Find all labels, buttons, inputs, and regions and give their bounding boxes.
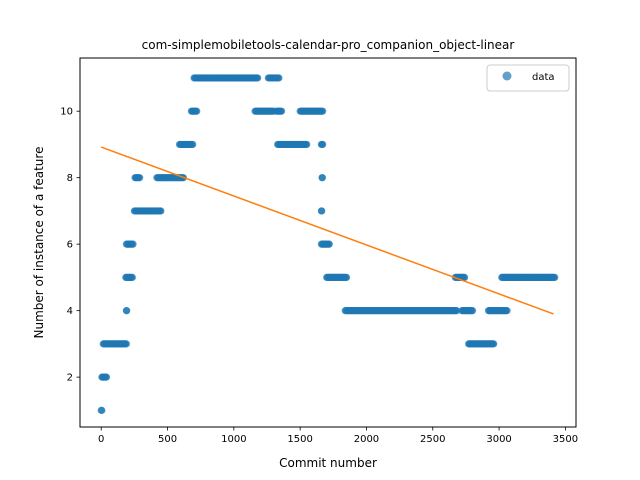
- x-axis-label: Commit number: [279, 456, 377, 470]
- chart-title: com-simplemobiletools-calendar-pro_compa…: [142, 38, 515, 52]
- y-tick-label: 4: [67, 306, 73, 317]
- data-point: [318, 174, 327, 182]
- data-point: [98, 406, 106, 414]
- x-tick-label: 3000: [486, 434, 511, 445]
- data-point: [453, 307, 461, 315]
- data-point: [318, 207, 326, 215]
- x-tick-label: 2000: [354, 434, 379, 445]
- y-tick-label: 8: [67, 173, 73, 184]
- data-point: [503, 307, 511, 315]
- scatter-points: [97, 74, 559, 414]
- data-point: [157, 207, 165, 215]
- legend-label-data: data: [532, 72, 555, 83]
- data-point: [342, 273, 351, 282]
- data-point: [461, 273, 469, 282]
- plot-frame: [79, 57, 577, 428]
- data-point: [122, 340, 131, 348]
- data-point: [123, 307, 131, 315]
- data-point: [303, 140, 311, 149]
- data-point: [319, 140, 327, 149]
- x-tick-label: 1500: [287, 434, 312, 445]
- data-point: [468, 307, 477, 315]
- data-point: [193, 107, 201, 115]
- data-point: [129, 240, 137, 248]
- legend-box: [486, 64, 570, 92]
- data-point: [189, 140, 197, 149]
- data-point: [275, 74, 283, 82]
- data-point: [102, 373, 111, 381]
- y-tick-label: 10: [60, 107, 73, 118]
- fit-line: [100, 146, 554, 315]
- x-tick-label: 500: [158, 434, 177, 445]
- data-point: [254, 74, 262, 82]
- x-tick-label: 3500: [553, 434, 578, 445]
- x-axis-ticks: 0 500 1000 1500 2000 2500 3000 3500: [98, 427, 578, 445]
- y-axis-label: Number of instance of a feature: [32, 147, 46, 339]
- legend-marker: [502, 71, 512, 81]
- data-point: [490, 340, 498, 348]
- data-point: [325, 240, 333, 248]
- trend-line: [100, 146, 554, 315]
- data-point: [128, 273, 136, 282]
- x-tick-label: 0: [98, 434, 104, 445]
- data-point: [319, 107, 327, 115]
- data-point: [551, 273, 559, 282]
- data-point: [277, 107, 286, 115]
- x-tick-label: 1000: [221, 434, 246, 445]
- x-tick-label: 2500: [420, 434, 445, 445]
- y-tick-label: 6: [67, 240, 73, 251]
- data-point: [136, 174, 144, 182]
- y-axis-ticks: 2 4 6 8 10: [60, 107, 80, 384]
- y-tick-label: 2: [67, 373, 73, 384]
- legend: data: [486, 64, 570, 92]
